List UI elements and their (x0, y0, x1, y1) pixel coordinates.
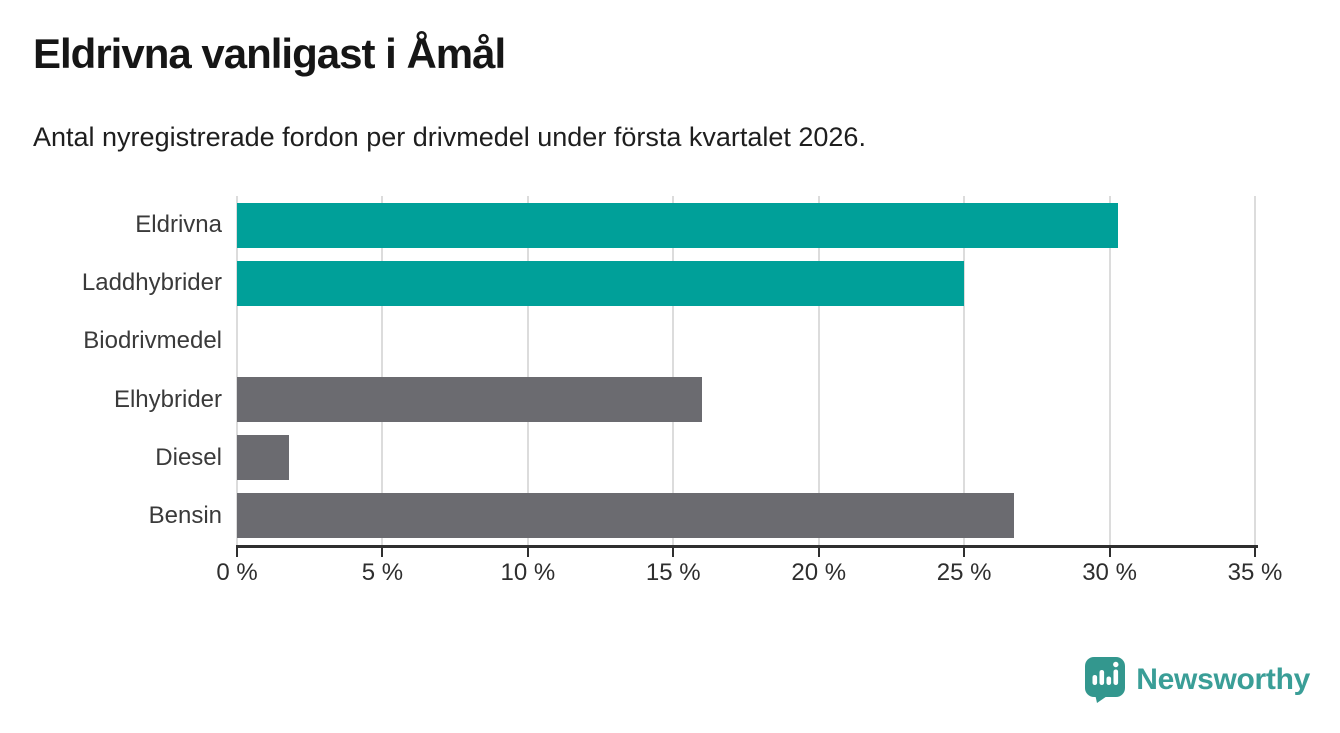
x-axis-tick (381, 545, 384, 557)
x-axis-tick (963, 545, 966, 557)
bar-bensin (237, 493, 1014, 539)
newsworthy-brand: Newsworthy (1084, 656, 1310, 703)
x-axis-tick (672, 545, 675, 557)
gridline (526, 196, 529, 545)
x-axis-tick (236, 545, 238, 557)
x-axis-tick (1108, 545, 1111, 557)
gridline (817, 196, 820, 545)
x-axis-tick (526, 545, 529, 557)
x-axis-tick-label: 35 % (1227, 559, 1283, 586)
x-axis-tick-label: 15 % (645, 559, 701, 586)
category-label: Laddhybrider (81, 269, 222, 297)
plot-area: 0 % 5 % 10 % 15 % 20 % 25 % 30 % 35 % (216, 196, 1282, 586)
x-axis-line (236, 545, 1258, 548)
gridline (381, 196, 384, 545)
bar-elhybrider (237, 377, 703, 423)
category-label: Diesel (155, 443, 222, 471)
category-label: Elhybrider (113, 385, 222, 413)
gridline (236, 196, 238, 545)
category-label: Eldrivna (135, 211, 222, 239)
bar-eldrivna (237, 202, 1119, 248)
category-label: Bensin (148, 501, 222, 529)
gridline (963, 196, 966, 545)
chart-title: Eldrivna vanligast i Åmål (33, 30, 506, 77)
x-axis-tick (1254, 545, 1256, 557)
bar-laddhybrider (237, 260, 965, 306)
gridline (672, 196, 675, 545)
x-axis-tick-label: 20 % (791, 559, 847, 586)
x-axis-tick-label: 30 % (1082, 559, 1137, 586)
chart-subtitle: Antal nyregistrerade fordon per drivmede… (33, 122, 866, 152)
x-axis-tick-label: 10 % (500, 559, 556, 586)
x-axis-tick-label: 0 % (216, 559, 258, 586)
category-labels: Eldrivna Laddhybrider Biodrivmedel Elhybrid… (0, 196, 222, 545)
gridline (1254, 196, 1256, 545)
newsworthy-brand-name: Newsworthy (1136, 662, 1310, 696)
gridline (1108, 196, 1111, 545)
x-axis-tick-label: 25 % (936, 559, 992, 586)
bar-diesel (237, 435, 290, 481)
x-axis-tick-label: 5 % (361, 559, 404, 586)
newsworthy-logo-icon (1085, 657, 1126, 703)
x-axis-tick (817, 545, 820, 557)
category-label: Biodrivmedel (83, 327, 222, 355)
